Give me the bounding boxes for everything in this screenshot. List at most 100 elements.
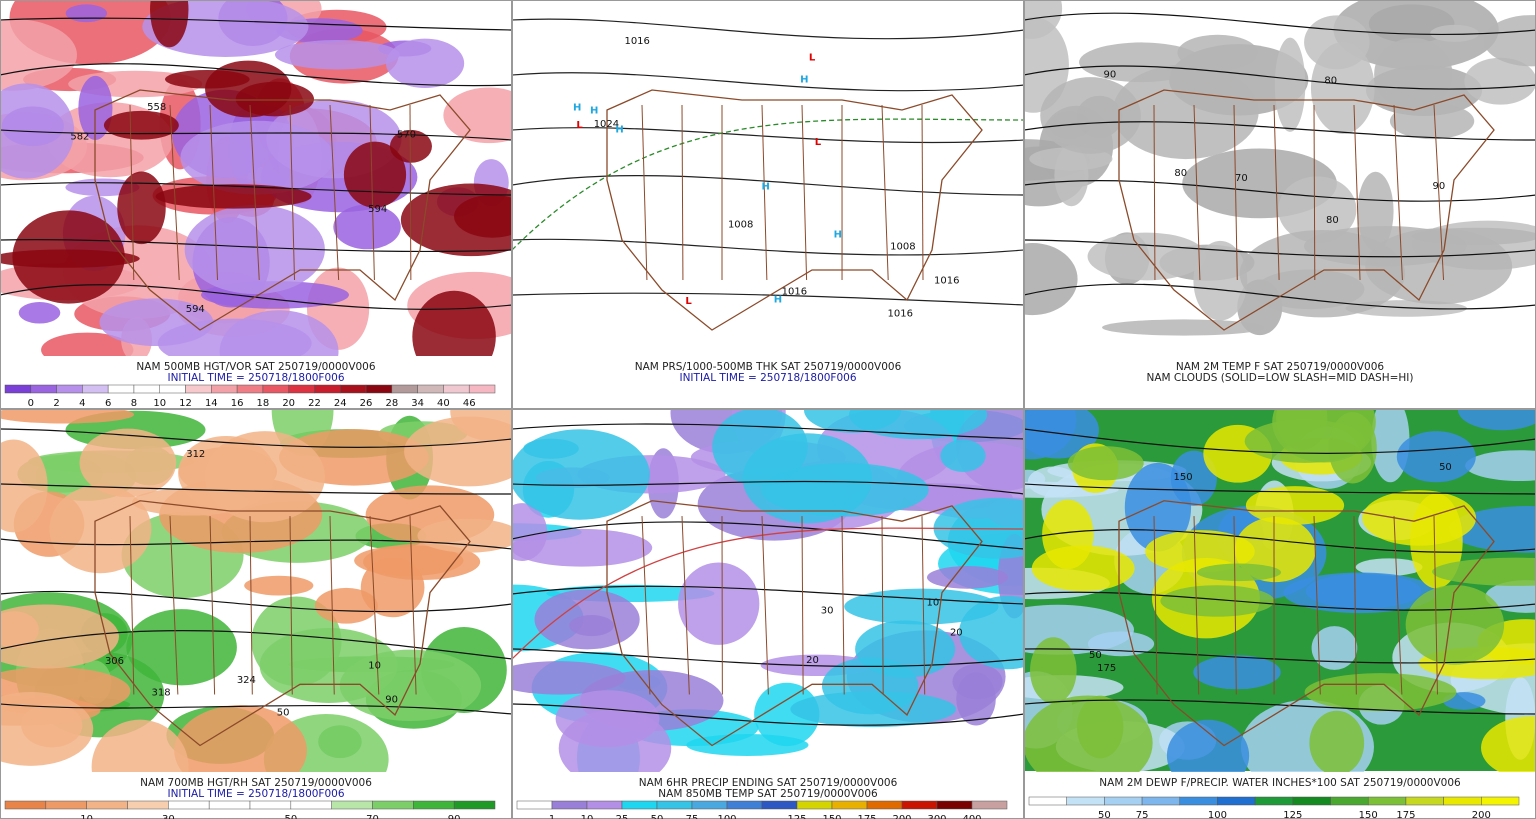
contour-label: 1016 (782, 286, 807, 297)
field-shading (117, 171, 166, 245)
contour-line (513, 127, 1023, 144)
contour-line (1025, 428, 1535, 454)
state-border (1153, 104, 1156, 281)
field-shading (1305, 573, 1422, 609)
contour-label: 570 (397, 130, 416, 141)
pressure-center: H (774, 294, 782, 305)
field-shading (65, 4, 108, 23)
contour-label: 594 (186, 304, 205, 315)
pressure-center: L (576, 120, 583, 131)
field-shading (1025, 243, 1078, 316)
contour-label: 175 (1097, 663, 1116, 674)
contour-line (1, 703, 511, 715)
contour-label: 1016 (934, 275, 959, 286)
colorbar-label: 175 (1396, 810, 1415, 819)
field-shading (1025, 695, 1153, 772)
state-border (129, 516, 135, 695)
colorbar-label: 50 (1098, 810, 1111, 819)
map-area: 20 20 30 10 (513, 410, 1023, 772)
colorbar-label: 46 (463, 398, 476, 409)
pressure-center: L (809, 52, 816, 63)
thickness-line (513, 118, 1023, 250)
contour-line (513, 72, 1023, 92)
map-panel: 1024100810161016101610081016LLLLHHHHHHHN… (512, 0, 1024, 409)
field-shading (1170, 450, 1217, 506)
colorbar-swatch (372, 800, 414, 810)
panel-title: NAM 700MB HGT/RH SAT 250719/0000V006 (140, 777, 372, 789)
colorbar-swatch (262, 384, 289, 394)
colorbar-swatch (761, 800, 798, 810)
colorbar-label: 1 (549, 814, 555, 819)
colorbar-swatch (551, 800, 588, 810)
contour-label: 50 (1089, 650, 1102, 661)
state-border (409, 104, 412, 281)
contour-label: 50 (1439, 462, 1452, 473)
colorbar-swatch (331, 800, 373, 810)
colorbar-label: 6 (105, 398, 111, 409)
contour-label: 582 (70, 132, 89, 143)
field-shading (1177, 34, 1258, 71)
panel-frame (512, 0, 1024, 409)
field-shading (333, 204, 401, 250)
colorbar-swatch (831, 800, 868, 810)
colorbar-swatch (45, 800, 87, 810)
panel-title: NAM PRS/1000-500MB THK SAT 250719/0000V0… (635, 361, 902, 373)
field-shading (1, 18, 77, 91)
field-shading (1465, 450, 1535, 482)
pressure-center: H (834, 229, 842, 240)
field-shading (103, 110, 179, 140)
colorbar-label: 4 (79, 398, 85, 409)
colorbar-label: 125 (1283, 810, 1302, 819)
map-panel: 50 50 150 175 NAM 2M DEWP F/PRECIP. WATER IN… (1024, 409, 1536, 819)
colorbar-swatch (185, 384, 212, 394)
field-shading (1, 611, 39, 648)
colorbar-swatch (796, 800, 833, 810)
colorbar-label: 200 (1472, 810, 1491, 819)
colorbar-swatch (288, 384, 315, 394)
colorbar-label: 100 (1208, 810, 1227, 819)
contour-label: 1008 (728, 219, 753, 230)
field-shading (1, 83, 75, 179)
state-border (1153, 516, 1158, 695)
field-shading (1067, 446, 1144, 481)
colorbar-label: 10 (581, 814, 594, 819)
colorbar-label: 150 (822, 814, 841, 819)
contour-line (1025, 65, 1535, 90)
colorbar-swatch (4, 800, 47, 810)
panel-title: INITIAL TIME = 250718/1800F006 (679, 372, 856, 384)
colorbar-label: 125 (787, 814, 806, 819)
contour-line (1, 590, 511, 613)
pressure-center: H (573, 102, 581, 113)
colorbar-label: 150 (1359, 810, 1378, 819)
field-shading (1, 410, 135, 424)
colorbar-swatch (516, 800, 553, 810)
field-shading (1309, 710, 1365, 772)
contour-line (1, 182, 511, 196)
contour-line (1025, 12, 1535, 36)
field-shading (712, 410, 808, 486)
field-shading (1025, 1, 1063, 39)
panel-title: INITIAL TIME = 250718/1800F006 (167, 788, 344, 800)
colorbar-swatch (211, 384, 238, 394)
panel-title: INITIAL TIME = 250718/1800F006 (167, 372, 344, 384)
colorbar-label: 300 (927, 814, 946, 819)
contour-label: 70 (1235, 173, 1248, 184)
field-shading (412, 290, 496, 356)
field-shading (1304, 673, 1457, 712)
contour-line (513, 292, 1023, 306)
panel-title: NAM 500MB HGT/VOR SAT 250719/0000V006 (136, 361, 375, 373)
contour-label: 558 (147, 102, 166, 113)
colorbar-label: 8 (131, 398, 137, 409)
colorbar-swatch (453, 800, 496, 810)
pressure-center: H (800, 74, 808, 85)
state-border (409, 516, 417, 695)
colorbar-label: 0 (28, 398, 34, 409)
colorbar-swatch (1330, 796, 1369, 806)
colorbar-swatch (168, 800, 210, 810)
field-shading (1405, 584, 1505, 665)
colorbar-label: 2 (53, 398, 59, 409)
field-shading (21, 703, 83, 748)
field-shading (1481, 716, 1535, 772)
contour-label: 90 (385, 695, 398, 706)
